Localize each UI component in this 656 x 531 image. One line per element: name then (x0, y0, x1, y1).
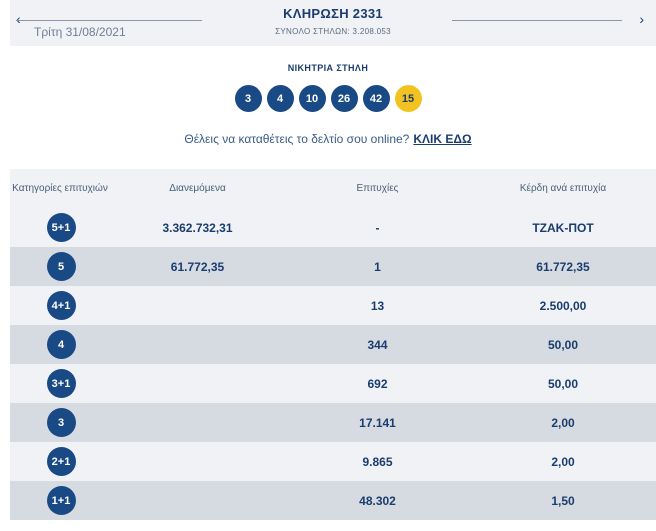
category-badge: 4 (46, 330, 76, 359)
prize-table: Κατηγορίες επιτυχιών Διανεμόμενα Επιτυχί… (10, 169, 656, 520)
winners-cell: 17.141 (359, 415, 396, 430)
category-badge: 2+1 (46, 447, 76, 476)
table-row: 1+1 48.302 1,50 (10, 481, 656, 520)
distributed-cell: 3.362.732,31 (162, 220, 233, 235)
winners-cell: 9.865 (362, 454, 393, 469)
total-columns: ΣΥΝΟΛΟ ΣΤΗΛΩΝ: 3.208.053 (275, 27, 391, 36)
category-badge: 5+1 (46, 213, 76, 242)
table-row: 3 17.141 2,00 (10, 403, 656, 442)
winners-cell: - (375, 220, 380, 235)
divider-right (452, 20, 622, 21)
number-ball: 10 (298, 85, 326, 112)
table-row: 4+1 13 2.500,00 (10, 286, 656, 325)
prize-cell: 61.772,35 (536, 259, 590, 274)
number-ball: 4 (266, 85, 294, 112)
header-distributed: Διανεμόμενα (169, 183, 226, 194)
category-badge: 5 (46, 252, 76, 281)
chevron-right-icon[interactable]: › (639, 11, 644, 27)
winning-column-label: ΝΙΚΗΤΡΙΑ ΣΤΗΛΗ (287, 63, 369, 73)
prize-cell: ΤΖΑΚ-ΠΟΤ (532, 220, 594, 235)
table-row: 5+1 3.362.732,31 - ΤΖΑΚ-ΠΟΤ (10, 208, 656, 247)
category-badge: 4+1 (46, 291, 76, 320)
draw-title: ΚΛΗΡΩΣΗ 2331 (283, 6, 383, 21)
winners-cell: 344 (367, 337, 388, 352)
cta-text: Θέλεις να καταθέτεις το δελτίο σου onlin… (184, 132, 410, 146)
prize-cell: 50,00 (547, 376, 579, 391)
table-row: 5 61.772,35 1 61.772,35 (10, 247, 656, 286)
category-cell: 3+1 (10, 369, 110, 398)
winners-cell: 1 (374, 259, 381, 274)
category-cell: 5+1 (10, 213, 110, 242)
category-badge: 3 (46, 408, 76, 437)
table-row: 4 344 50,00 (10, 325, 656, 364)
divider-left (16, 20, 202, 21)
distributed-cell: 61.772,35 (170, 259, 225, 274)
winning-numbers: 3 4 10 26 42 15 (0, 85, 656, 112)
number-ball: 3 (234, 85, 262, 112)
joker-ball: 15 (394, 85, 422, 112)
winners-cell: 48.302 (359, 493, 396, 508)
category-badge: 3+1 (46, 369, 76, 398)
category-cell: 4+1 (10, 291, 110, 320)
prize-cell: 2,00 (551, 415, 575, 430)
table-header: Κατηγορίες επιτυχιών Διανεμόμενα Επιτυχί… (10, 169, 656, 208)
prize-cell: 2,00 (551, 454, 575, 469)
online-cta: Θέλεις να καταθέτεις το δελτίο σου onlin… (0, 132, 656, 146)
prize-cell: 2.500,00 (539, 298, 587, 313)
header-category: Κατηγορίες επιτυχιών (12, 182, 108, 194)
category-cell: 1+1 (10, 486, 110, 515)
winners-cell: 692 (367, 376, 388, 391)
category-cell: 5 (10, 252, 110, 281)
table-row: 2+1 9.865 2,00 (10, 442, 656, 481)
number-ball: 26 (330, 85, 358, 112)
category-cell: 2+1 (10, 447, 110, 476)
draw-header: ‹ Τρίτη 31/08/2021 ΚΛΗΡΩΣΗ 2331 ΣΥΝΟΛΟ Σ… (10, 0, 656, 46)
number-ball: 42 (362, 85, 390, 112)
winners-cell: 13 (370, 298, 385, 313)
category-cell: 4 (10, 330, 110, 359)
category-cell: 3 (10, 408, 110, 437)
category-badge: 1+1 (46, 486, 76, 515)
draw-date: Τρίτη 31/08/2021 (34, 25, 126, 39)
header-prize: Κέρδη ανά επιτυχία (519, 183, 607, 194)
table-row: 3+1 692 50,00 (10, 364, 656, 403)
prize-cell: 50,00 (547, 337, 579, 352)
cta-link[interactable]: ΚΛΙΚ ΕΔΩ (413, 132, 472, 146)
chevron-left-icon[interactable]: ‹ (16, 11, 21, 27)
prize-cell: 1,50 (551, 493, 575, 508)
header-winners: Επιτυχίες (356, 183, 399, 194)
